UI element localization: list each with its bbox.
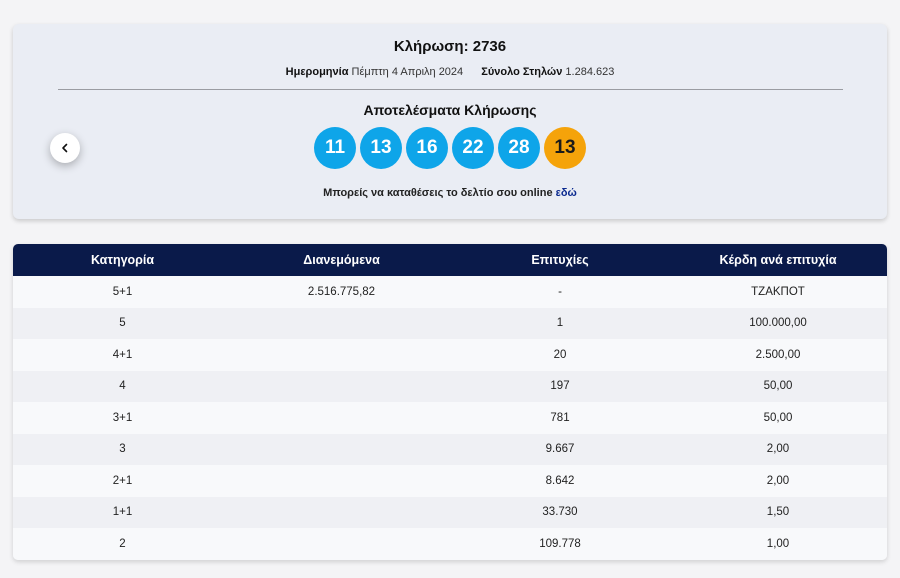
date-label: Ημερομηνία	[285, 66, 349, 78]
number-ball: 13	[360, 127, 402, 169]
previous-draw-button[interactable]	[50, 133, 80, 163]
table-row: 5+1 2.516.775,82 - ΤΖΑΚΠΟΤ	[13, 276, 887, 308]
cell-prize: 100.000,00	[749, 317, 807, 330]
draw-title: Κλήρωση: 2736	[393, 38, 507, 55]
columns-value: 1.284.623	[565, 66, 615, 78]
cell-category: 4	[119, 380, 126, 393]
number-ball: 28	[498, 127, 540, 169]
cell-category: 4+1	[112, 348, 133, 361]
header-distributed: Διανεμόμενα	[303, 253, 380, 267]
cell-prize: 1,50	[766, 506, 790, 519]
table-row: 4 197 50,00	[13, 370, 887, 402]
cell-category: 1+1	[112, 506, 133, 519]
draw-meta: Ημερομηνία Πέμπτη 4 Απριλη 2024 Σύνολο Σ…	[13, 66, 887, 78]
online-note: Μπορείς να καταθέσεις το δελτίο σου onli…	[13, 187, 887, 199]
chevron-left-icon	[62, 143, 68, 153]
cell-category: 5+1	[112, 285, 133, 298]
cell-winners: 8.642	[545, 474, 575, 487]
cell-prize: 50,00	[763, 411, 793, 424]
columns-label: Σύνολο Στηλών	[481, 66, 563, 78]
table-header: Κατηγορία Διανεμόμενα Επιτυχίες Κέρδη αν…	[13, 244, 887, 276]
draw-card: Κλήρωση: 2736 Ημερομηνία Πέμπτη 4 Απριλη…	[13, 24, 887, 219]
cell-distributed: 2.516.775,82	[307, 285, 376, 298]
cell-winners: 9.667	[545, 443, 575, 456]
cell-winners: 20	[553, 348, 567, 361]
cell-winners: 1	[556, 317, 564, 330]
joker-ball: 13	[544, 127, 586, 169]
table-row: 2+1 8.642 2,00	[13, 465, 887, 497]
table-body: 5+1 2.516.775,82 - ΤΖΑΚΠΟΤ 5 1 100.000,0…	[13, 276, 887, 560]
table-row: 1+1 33.730 1,50	[13, 496, 887, 528]
prize-table: Κατηγορία Διανεμόμενα Επιτυχίες Κέρδη αν…	[13, 244, 887, 560]
cell-prize: 2,00	[766, 474, 790, 487]
divider	[58, 89, 843, 90]
cell-category: 2+1	[112, 474, 133, 487]
online-link[interactable]: εδώ	[555, 187, 577, 199]
cell-winners: 781	[550, 411, 570, 424]
cell-category: 5	[119, 317, 126, 330]
cell-category: 2	[119, 537, 126, 550]
cell-prize: 2,00	[766, 443, 790, 456]
cell-category: 3+1	[112, 411, 133, 424]
number-ball: 16	[406, 127, 448, 169]
number-ball: 11	[314, 127, 356, 169]
table-row: 2 109.778 1,00	[13, 528, 887, 560]
table-row: 5 1 100.000,00	[13, 307, 887, 339]
header-prize: Κέρδη ανά επιτυχία	[719, 253, 837, 267]
table-row: 3 9.667 2,00	[13, 433, 887, 465]
winning-numbers: 11 13 16 22 28 13	[13, 127, 887, 169]
online-note-text: Μπορείς να καταθέσεις το δελτίο σου onli…	[323, 187, 553, 199]
cell-category: 3	[119, 443, 126, 456]
table-row: 3+1 781 50,00	[13, 402, 887, 434]
table-row: 4+1 20 2.500,00	[13, 339, 887, 371]
cell-prize: 1,00	[766, 537, 790, 550]
header-category: Κατηγορία	[90, 253, 155, 267]
number-ball: 22	[452, 127, 494, 169]
cell-winners: 33.730	[542, 506, 578, 519]
cell-prize: ΤΖΑΚΠΟΤ	[751, 285, 805, 298]
header-winners: Επιτυχίες	[531, 253, 589, 267]
cell-prize: 2.500,00	[755, 348, 801, 361]
date-value: Πέμπτη 4 Απριλη 2024	[351, 66, 464, 78]
cell-winners: 109.778	[539, 537, 581, 550]
cell-prize: 50,00	[763, 380, 793, 393]
results-title: Αποτελέσματα Κλήρωσης	[363, 102, 537, 118]
cell-winners: -	[558, 285, 562, 298]
cell-winners: 197	[550, 380, 570, 393]
